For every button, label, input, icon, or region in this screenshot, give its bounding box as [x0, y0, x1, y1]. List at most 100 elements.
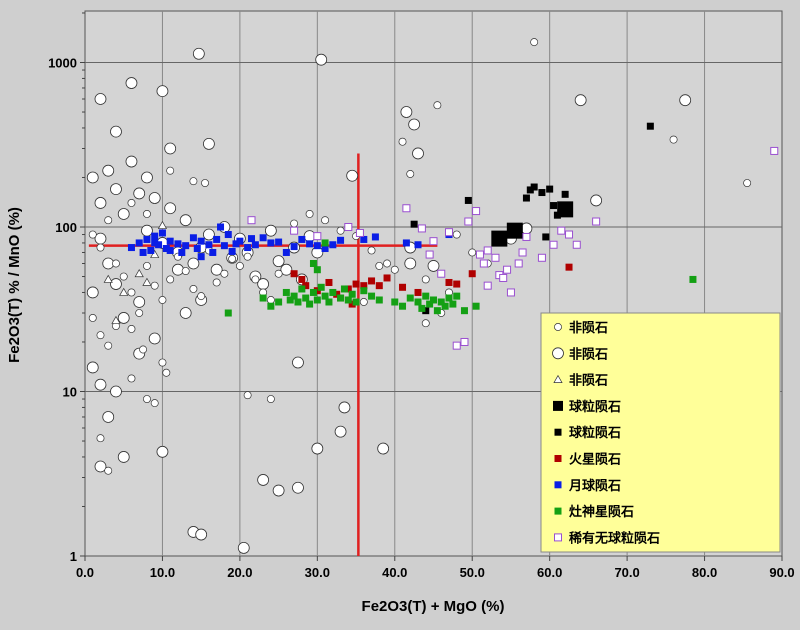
data-point — [315, 53, 328, 66]
data-point — [337, 294, 345, 302]
data-point — [282, 248, 290, 256]
data-point — [220, 242, 228, 250]
data-point — [96, 434, 105, 443]
data-point — [368, 277, 376, 285]
legend-label: 球粒陨石 — [569, 425, 621, 440]
data-point — [305, 210, 314, 218]
data-point — [243, 252, 252, 261]
data-point — [400, 106, 413, 118]
data-point — [174, 240, 182, 248]
data-point — [483, 281, 492, 290]
legend-item: 非陨石 — [553, 373, 608, 388]
data-point — [141, 224, 153, 237]
data-point — [117, 451, 130, 463]
data-point — [437, 298, 445, 306]
data-point — [102, 411, 115, 423]
data-point — [348, 300, 356, 308]
data-point — [646, 122, 654, 130]
data-point — [290, 292, 298, 300]
data-point — [592, 217, 601, 226]
data-point — [475, 250, 484, 259]
data-point — [127, 325, 136, 333]
data-point — [274, 269, 283, 278]
data-point — [189, 234, 197, 242]
data-point — [352, 298, 360, 306]
data-point — [557, 226, 566, 235]
data-point — [155, 241, 163, 249]
data-point — [88, 230, 97, 239]
legend-marker — [554, 481, 562, 489]
data-point — [313, 232, 322, 241]
data-point — [506, 288, 515, 297]
data-point — [172, 263, 184, 276]
data-point — [472, 302, 480, 310]
data-point — [266, 395, 275, 403]
data-point — [166, 275, 175, 284]
data-point — [235, 261, 244, 270]
data-point — [408, 118, 421, 131]
data-point — [127, 244, 135, 252]
data-point — [259, 294, 267, 302]
data-point — [259, 234, 267, 242]
data-point — [96, 331, 105, 340]
data-point — [292, 356, 304, 369]
data-point — [360, 282, 368, 290]
data-point — [453, 280, 461, 288]
data-point — [292, 481, 304, 494]
legend-label: 非陨石 — [569, 320, 608, 335]
data-point — [549, 240, 558, 249]
data-point — [266, 296, 275, 304]
data-point — [143, 261, 151, 270]
data-point — [557, 201, 574, 218]
data-point — [367, 246, 376, 255]
data-point — [86, 171, 99, 184]
data-point — [449, 300, 457, 308]
data-point — [94, 197, 107, 209]
data-point — [340, 285, 348, 293]
data-point — [112, 259, 120, 268]
data-point — [344, 223, 353, 231]
data-point — [143, 395, 151, 403]
data-point — [468, 248, 477, 257]
data-point — [224, 231, 232, 239]
data-point — [224, 309, 232, 317]
data-point — [179, 307, 192, 319]
data-point — [530, 183, 538, 191]
data-point — [148, 332, 161, 345]
data-point — [96, 243, 105, 252]
data-point — [526, 186, 534, 194]
data-point — [679, 94, 692, 107]
data-point — [550, 202, 558, 210]
data-point — [399, 302, 407, 310]
data-point — [264, 224, 277, 237]
data-point — [333, 290, 341, 298]
data-point — [561, 190, 569, 198]
data-point — [182, 242, 190, 250]
data-point — [150, 281, 159, 290]
data-point — [195, 528, 208, 541]
data-point — [499, 273, 508, 282]
data-point — [414, 241, 422, 249]
data-point — [317, 283, 325, 291]
data-point — [251, 275, 260, 284]
data-point — [338, 401, 351, 414]
data-point — [127, 288, 136, 297]
data-point — [410, 220, 418, 228]
data-point — [275, 238, 283, 246]
data-point — [257, 278, 270, 290]
data-point — [203, 228, 215, 241]
data-point — [162, 245, 170, 253]
data-point — [217, 223, 225, 231]
data-point — [377, 442, 390, 455]
data-point — [355, 228, 364, 237]
data-point — [472, 207, 481, 216]
legend-label: 月球陨石 — [568, 478, 621, 493]
data-point — [86, 361, 99, 374]
legend-item: 火星陨石 — [554, 452, 621, 467]
data-point — [479, 259, 488, 268]
data-point — [321, 245, 329, 253]
data-point — [158, 358, 167, 367]
data-point — [205, 241, 213, 249]
data-point — [574, 94, 587, 107]
data-point — [313, 296, 321, 304]
